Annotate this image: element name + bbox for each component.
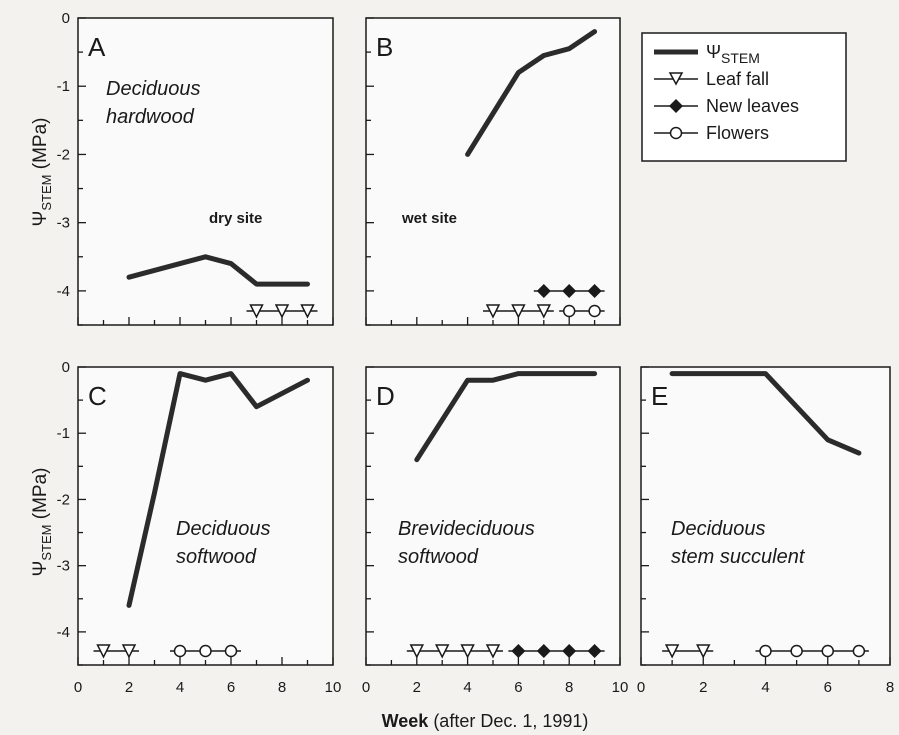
- new-leaves-marker: [587, 284, 602, 298]
- flowers-circle-icon: [669, 126, 683, 140]
- leaf-fall-marker: [460, 644, 475, 659]
- panel-letter: C: [88, 381, 107, 411]
- panel-frame: [77, 366, 334, 666]
- panel-d: 0 2 4 6 8 10 D Brevideciduous softwood: [362, 366, 629, 696]
- y-tick-label: -1: [57, 425, 70, 442]
- leaf-fall-marker: [511, 304, 526, 319]
- panel-letter: E: [651, 381, 668, 411]
- leaf-fall-marker: [485, 644, 501, 659]
- legend-leaf-fall-label: Leaf fall: [706, 69, 769, 89]
- flowers-marker: [821, 644, 834, 658]
- leaf-fall-marker: [485, 304, 501, 319]
- x-tick-label: 8: [278, 679, 286, 696]
- new-leaves-marker: [536, 644, 551, 658]
- panel-frame: [640, 366, 891, 666]
- stem-series-line: [126, 371, 310, 608]
- y-axis-label-bottom: ΨSTEM (MPa): [30, 468, 54, 577]
- panel-letter: B: [376, 32, 393, 62]
- y-tick-label: -2: [57, 491, 70, 508]
- stem-series-line: [414, 371, 598, 463]
- site-label: wet site: [401, 210, 457, 227]
- panel-caption: Deciduous stem succulent: [671, 518, 806, 568]
- panel-caption: Deciduous softwood: [176, 518, 271, 568]
- y-tick-label: -4: [57, 624, 70, 641]
- legend-stem-label: ΨSTEM: [706, 42, 760, 66]
- leaf-fall-marker: [274, 304, 290, 319]
- y-tick-label: -2: [57, 146, 70, 163]
- x-tick-label: 8: [565, 679, 573, 696]
- panel-caption: Deciduous hardwood: [106, 78, 201, 128]
- leaf-fall-marker: [664, 644, 680, 659]
- x-tick-label: 4: [176, 679, 184, 696]
- panel-caption: Brevideciduous softwood: [398, 518, 535, 568]
- y-tick-label: -3: [57, 558, 70, 575]
- panel-c: 0 -1 -2 -3 -4 0 2 4 6 8 10 C Deciduous softwood: [57, 359, 342, 696]
- x-tick-label: 4: [463, 679, 471, 696]
- legend-new-leaves-label: New leaves: [706, 96, 799, 116]
- y-tick-label: 0: [62, 359, 70, 376]
- y-tick-label: -4: [57, 283, 70, 300]
- panel-letter: D: [376, 381, 395, 411]
- site-label: dry site: [209, 210, 262, 227]
- flowers-marker: [199, 644, 212, 658]
- x-tick-label: 6: [227, 679, 235, 696]
- panel-letter: A: [88, 32, 106, 62]
- leaf-fall-marker: [536, 304, 552, 319]
- stem-series-line: [465, 29, 598, 157]
- y-axis-label-top: ΨSTEM (MPa): [30, 118, 54, 227]
- x-tick-label: 10: [612, 679, 629, 696]
- new-leaves-marker: [536, 284, 551, 298]
- flowers-marker: [224, 644, 238, 658]
- x-tick-label: 4: [761, 679, 769, 696]
- legend: ΨSTEM Leaf fall New leaves Flowers: [641, 32, 847, 162]
- new-leaves-marker: [587, 644, 602, 658]
- panel-frame: [365, 17, 621, 326]
- leaf-fall-marker: [696, 644, 711, 659]
- stem-series-line: [126, 254, 310, 287]
- y-tick-label: 0: [62, 10, 70, 27]
- x-tick-label: 8: [886, 679, 894, 696]
- leaf-fall-marker: [96, 644, 111, 659]
- leaf-fall-marker: [434, 644, 450, 659]
- y-tick-label: -3: [57, 215, 70, 232]
- x-tick-label: 2: [125, 679, 133, 696]
- leaf-fall-triangle-icon: [668, 72, 684, 86]
- x-tick-label: 6: [514, 679, 522, 696]
- flowers-marker: [852, 644, 866, 658]
- leaf-fall-marker: [409, 644, 425, 659]
- x-axis-label: Week (after Dec. 1, 1991): [382, 711, 589, 731]
- stem-series-line: [669, 371, 862, 456]
- new-leaves-marker: [511, 644, 526, 658]
- flowers-marker: [173, 644, 187, 658]
- y-tick-label: -1: [57, 78, 70, 95]
- x-tick-label: 2: [699, 679, 707, 696]
- flowers-marker: [562, 304, 576, 318]
- x-tick-label: 0: [637, 679, 645, 696]
- flowers-marker: [790, 644, 803, 658]
- x-tick-label: 0: [362, 679, 370, 696]
- x-tick-label: 10: [325, 679, 342, 696]
- panel-e: 0 2 4 6 8 E Deciduous stem succulent: [637, 366, 894, 696]
- new-leaves-diamond-icon: [669, 99, 683, 113]
- new-leaves-marker: [562, 284, 577, 298]
- panel-frame: [365, 366, 621, 666]
- x-tick-label: 2: [413, 679, 421, 696]
- panel-frame: [77, 17, 334, 326]
- flowers-marker: [759, 644, 772, 658]
- leaf-fall-marker: [121, 644, 137, 659]
- legend-flowers-label: Flowers: [706, 123, 769, 143]
- x-tick-label: 6: [824, 679, 832, 696]
- flowers-marker: [588, 304, 601, 318]
- leaf-fall-marker: [300, 304, 315, 319]
- leaf-fall-marker: [249, 304, 264, 319]
- x-tick-label: 0: [74, 679, 82, 696]
- new-leaves-marker: [562, 644, 577, 658]
